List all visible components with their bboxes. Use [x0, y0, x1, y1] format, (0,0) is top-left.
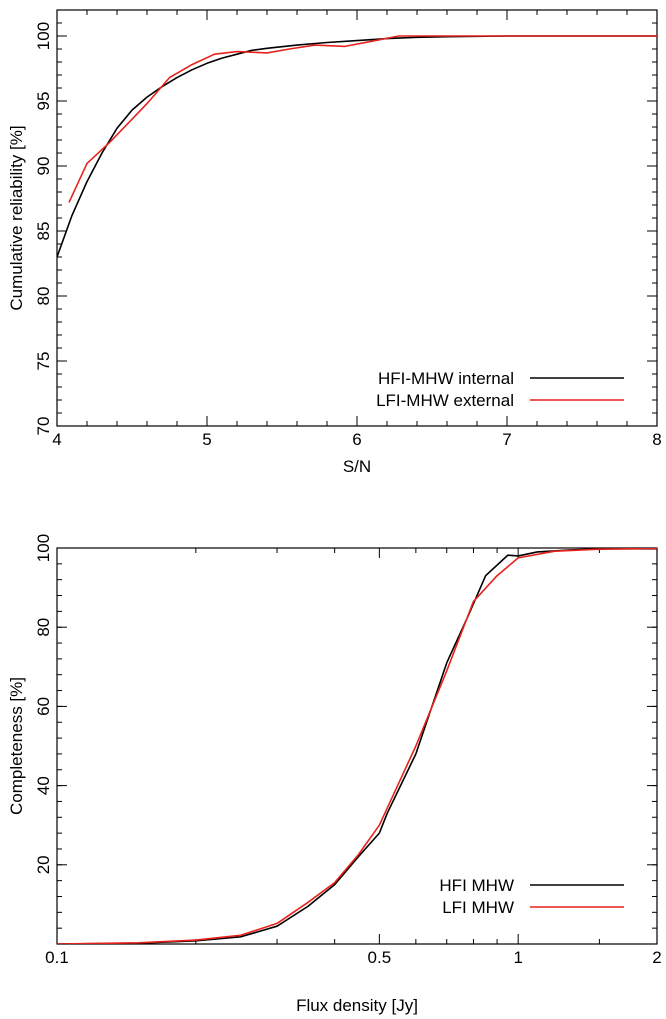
x-tick-label: 5 — [202, 430, 211, 449]
x-tick-label: 2 — [652, 948, 661, 967]
x-tick-label: 6 — [352, 430, 361, 449]
series-line-black — [57, 35, 657, 258]
legend-label: HFI-MHW internal — [378, 369, 514, 388]
x-axis-title: S/N — [343, 457, 371, 476]
x-axis-title: Flux density [Jy] — [296, 996, 418, 1015]
x-tick-label: 0.1 — [45, 948, 69, 967]
legend-label: LFI-MHW external — [376, 391, 514, 410]
y-tick-label: 100 — [34, 534, 53, 562]
x-tick-label: 7 — [502, 430, 511, 449]
y-tick-label: 40 — [34, 776, 53, 795]
reliability-panel: 4 5 6 7 8 70 75 80 85 90 95 100 S/N Cumulative reliab… — [7, 9, 662, 476]
legend-label: HFI MHW — [439, 876, 514, 895]
plot-frame — [56, 9, 658, 427]
x-tick-label: 1 — [513, 948, 522, 967]
y-tick-label: 85 — [34, 222, 53, 241]
y-axis-title: Completeness [%] — [7, 677, 26, 815]
plot-frame — [56, 547, 658, 945]
legend-label: LFI MHW — [442, 898, 514, 917]
y-tick-label: 100 — [34, 22, 53, 50]
x-tick-label: 0.5 — [368, 948, 392, 967]
y-axis-title: Cumulative reliability [%] — [7, 125, 26, 310]
x-tick-label: 4 — [52, 430, 61, 449]
y-tick-label: 95 — [34, 92, 53, 111]
y-tick-label: 75 — [34, 352, 53, 371]
series-line-black — [57, 548, 657, 944]
completeness-panel: 0.1 0.5 1 2 20 40 60 80 100 Flux density [Jy] Comp… — [7, 534, 662, 1015]
y-tick-label: 70 — [34, 417, 53, 436]
y-tick-label: 80 — [34, 618, 53, 637]
y-tick-label: 90 — [34, 157, 53, 176]
series-line-red — [68, 35, 657, 203]
x-tick-label: 8 — [652, 430, 661, 449]
series-line-red — [57, 548, 657, 944]
y-tick-label: 80 — [34, 287, 53, 306]
y-tick-label: 60 — [34, 697, 53, 716]
y-tick-label: 20 — [34, 855, 53, 874]
